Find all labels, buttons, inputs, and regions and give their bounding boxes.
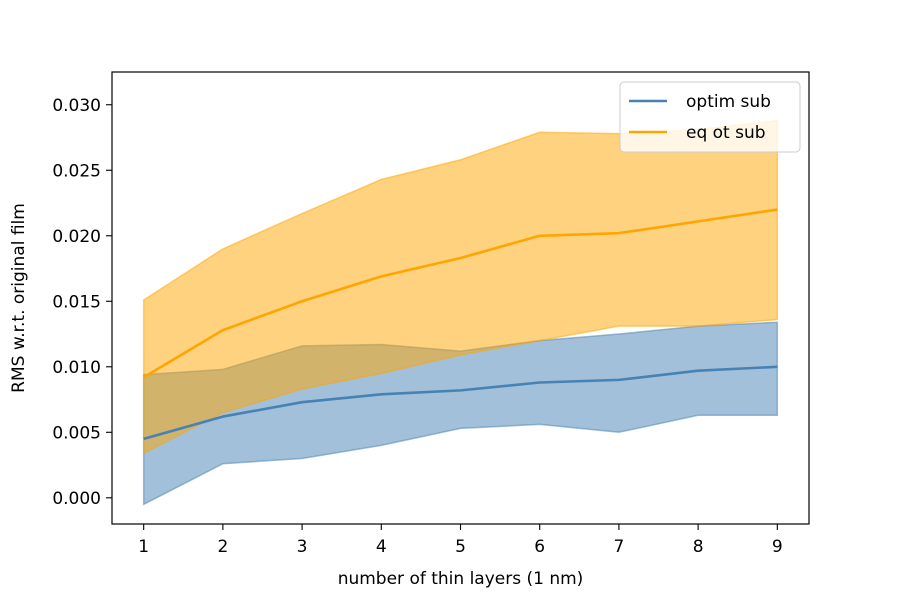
y-axis-label: RMS w.r.t. original film <box>9 203 29 393</box>
x-tick-label: 9 <box>772 537 783 557</box>
x-axis-label: number of thin layers (1 nm) <box>338 569 584 589</box>
y-axis: 0.000 0.005 0.010 0.015 0.020 0.025 0.030 <box>52 96 112 509</box>
legend-box <box>619 81 801 153</box>
optim-sub-line <box>143 365 778 441</box>
y-tick-label: 0.005 <box>52 423 101 443</box>
x-tick-label: 7 <box>613 537 624 557</box>
x-tick-label: 5 <box>455 537 466 557</box>
y-tick-label: 0.025 <box>52 161 101 181</box>
legend-label-eq-ot-sub: eq ot sub <box>686 123 766 143</box>
x-tick-label: 2 <box>217 537 228 557</box>
plot-area <box>142 119 779 506</box>
legend-label-optim-sub: optim sub <box>686 92 771 112</box>
x-tick-label: 8 <box>693 537 704 557</box>
x-tick-label: 6 <box>534 537 545 557</box>
y-tick-label: 0.000 <box>52 489 101 509</box>
y-tick-label: 0.030 <box>52 96 101 116</box>
legend: optim sub eq ot sub <box>619 81 801 153</box>
eq-ot-sub-line <box>143 208 778 379</box>
y-tick-label: 0.020 <box>52 227 101 247</box>
x-axis: 1 2 3 4 5 6 7 8 9 <box>138 524 783 557</box>
x-tick-label: 4 <box>376 537 387 557</box>
y-tick-label: 0.010 <box>52 358 101 378</box>
y-tick-label: 0.015 <box>52 292 101 312</box>
x-tick-label: 3 <box>297 537 308 557</box>
eq-ot-sub-band <box>142 119 779 455</box>
x-tick-label: 1 <box>138 537 149 557</box>
